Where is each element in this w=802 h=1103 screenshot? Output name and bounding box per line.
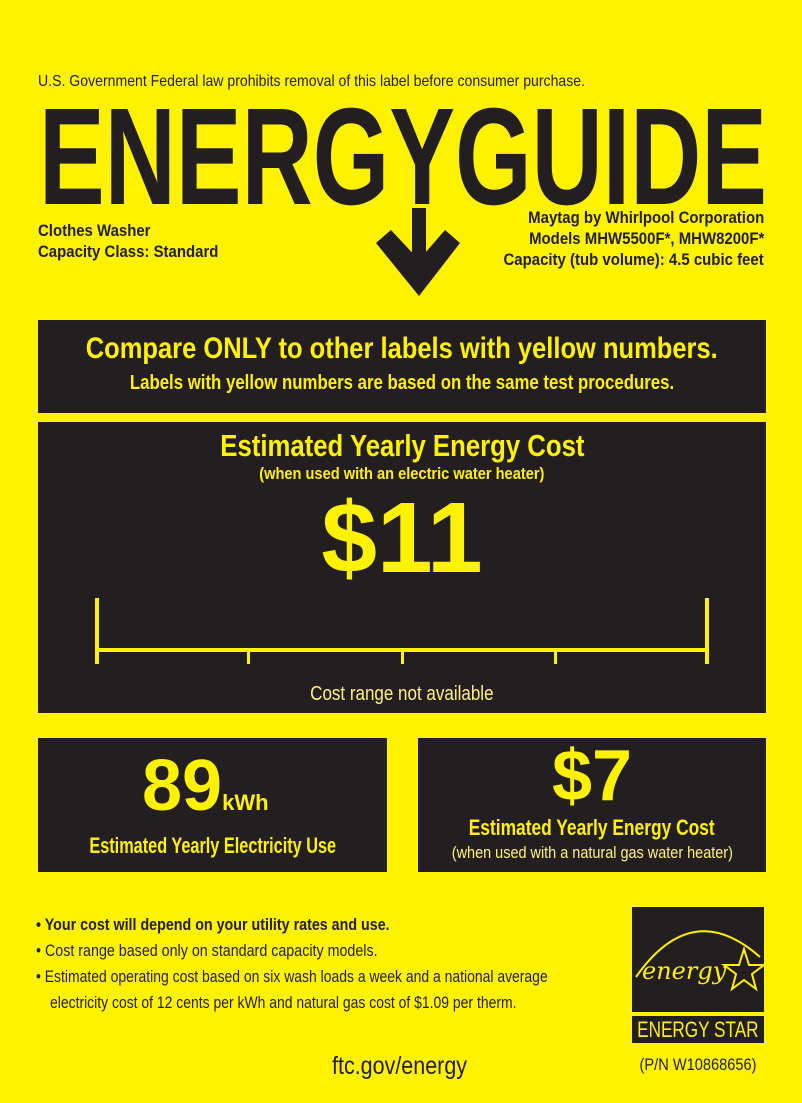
government-notice: U.S. Government Federal law prohibits re…: [38, 73, 586, 90]
gas-cost-sublabel: (when used with a natural gas water heat…: [451, 843, 733, 862]
electricity-label: Estimated Yearly Electricity Use: [89, 833, 336, 858]
energy-star-label: ENERGY STAR: [637, 1017, 759, 1042]
gas-cost-value: $7: [551, 736, 633, 816]
arrow-down-icon: [376, 208, 460, 296]
manufacturer-info: Maytag by Whirlpool Corporation Models M…: [468, 207, 764, 270]
note-2: Cost range based only on standard capaci…: [44, 941, 378, 960]
compare-box: Compare ONLY to other labels with yellow…: [38, 320, 766, 413]
electricity-box: 89kWh Estimated Yearly Electricity Use: [38, 738, 387, 872]
cost-value: $11: [321, 482, 483, 594]
gas-cost-label: Estimated Yearly Energy Cost: [468, 815, 716, 840]
gas-cost-box: $7 Estimated Yearly Energy Cost (when us…: [418, 738, 766, 872]
product-type: Clothes Washer: [38, 221, 151, 240]
models: Models MHW5500F*, MHW8200F*: [528, 229, 764, 248]
energy-star-logo: energy ENERGY STAR: [632, 907, 764, 1043]
main-cost-box: Estimated Yearly Energy Cost (when used …: [38, 422, 766, 713]
logo-text: ENERGYGUIDE: [39, 102, 767, 208]
energyguide-logo: ENERGYGUIDE: [39, 102, 767, 208]
cost-subtitle: (when used with an electric water heater…: [259, 464, 545, 483]
product-info: Clothes Washer Capacity Class: Standard: [38, 220, 243, 262]
cost-title: Estimated Yearly Energy Cost: [219, 428, 585, 463]
star-icon: [721, 945, 764, 992]
cost-range-scale: [95, 598, 709, 664]
electricity-value: 89: [142, 746, 223, 826]
part-number: (P/N W10868656): [639, 1055, 757, 1074]
range-note: Cost range not available: [310, 683, 494, 705]
note-3-cont: electricity cost of 12 cents per kWh and…: [50, 993, 517, 1012]
website: ftc.gov/energy: [332, 1052, 468, 1080]
energy-script: energy: [642, 957, 727, 985]
capacity-class: Capacity Class: Standard: [38, 242, 219, 261]
capacity: Capacity (tub volume): 4.5 cubic feet: [503, 250, 764, 269]
compare-subline: Labels with yellow numbers are based on …: [129, 372, 675, 394]
notes: • Your cost will depend on your utility …: [36, 912, 621, 1016]
note-3: Estimated operating cost based on six wa…: [44, 967, 548, 986]
compare-headline: Compare ONLY to other labels with yellow…: [86, 332, 718, 365]
electricity-unit: kWh: [222, 790, 269, 815]
manufacturer: Maytag by Whirlpool Corporation: [527, 208, 764, 227]
note-1: Your cost will depend on your utility ra…: [44, 915, 390, 934]
energy-star-label-box: ENERGY STAR: [632, 1016, 764, 1043]
